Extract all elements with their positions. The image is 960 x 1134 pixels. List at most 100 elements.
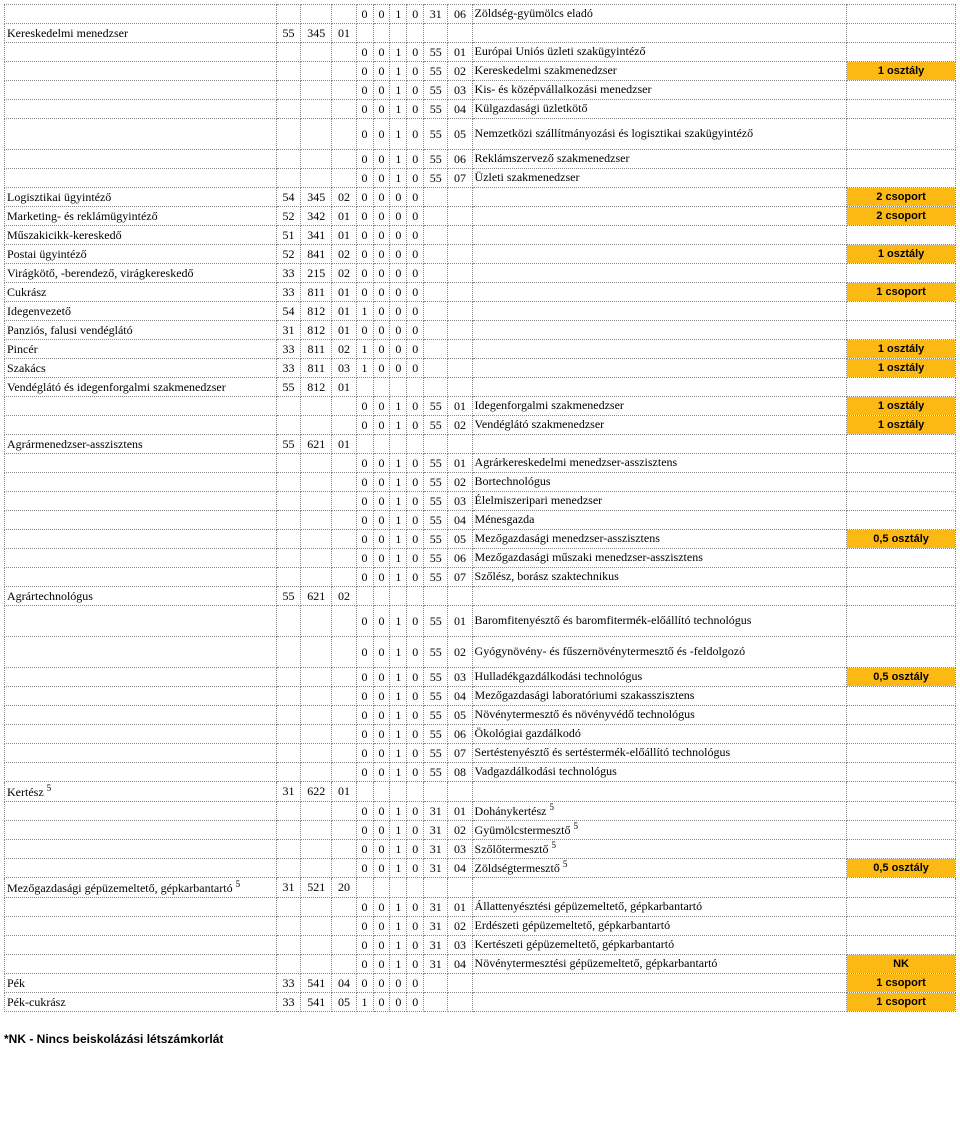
table-row: Cukrász338110100001 csoport <box>5 283 956 302</box>
code-cell: 0 <box>407 492 424 511</box>
row-description: Dohánykertész 5 <box>472 802 847 821</box>
code-cell: 0 <box>356 264 373 283</box>
row-name <box>5 936 277 955</box>
code-cell: 812 <box>301 378 332 397</box>
code-cell <box>373 878 390 898</box>
table-row: 00105505Növénytermesztő és növényvédő te… <box>5 706 956 725</box>
code-cell: 0 <box>407 549 424 568</box>
code-cell <box>276 821 300 840</box>
code-cell <box>301 150 332 169</box>
row-description: Ökológiai gazdálkodó <box>472 725 847 744</box>
code-cell: 0 <box>356 955 373 974</box>
code-cell: 0 <box>373 397 390 416</box>
code-cell <box>407 587 424 606</box>
code-cell <box>301 955 332 974</box>
code-cell: 31 <box>276 878 300 898</box>
table-row: 00105508Vadgazdálkodási technológus <box>5 763 956 782</box>
row-description: Agrárkereskedelmi menedzser-asszisztens <box>472 454 847 473</box>
code-cell: 05 <box>448 119 472 150</box>
row-status: 1 csoport <box>847 974 956 993</box>
code-cell: 1 <box>390 840 407 859</box>
code-cell: 55 <box>276 378 300 397</box>
code-cell: 0 <box>356 859 373 878</box>
code-cell <box>424 226 448 245</box>
table-row: 00103101Állattenyésztési gépüzemeltető, … <box>5 898 956 917</box>
table-row: Kereskedelmi menedzser5534501 <box>5 24 956 43</box>
row-description: Reklámszervező szakmenedzser <box>472 150 847 169</box>
table-row: 00105501Agrárkereskedelmi menedzser-assz… <box>5 454 956 473</box>
code-cell: 0 <box>407 955 424 974</box>
code-cell <box>276 898 300 917</box>
code-cell <box>276 5 300 24</box>
code-cell <box>373 587 390 606</box>
code-cell: 01 <box>332 207 356 226</box>
table-row: 00105506Mezőgazdasági műszaki menedzser-… <box>5 549 956 568</box>
row-name <box>5 955 277 974</box>
code-cell: 0 <box>373 150 390 169</box>
code-cell: 0 <box>373 119 390 150</box>
code-cell: 0 <box>407 637 424 668</box>
code-cell <box>276 744 300 763</box>
row-status: 1 osztály <box>847 245 956 264</box>
code-cell <box>332 725 356 744</box>
code-cell <box>301 706 332 725</box>
code-cell: 811 <box>301 359 332 378</box>
code-cell <box>276 492 300 511</box>
code-cell <box>301 606 332 637</box>
row-status <box>847 43 956 62</box>
code-cell <box>276 606 300 637</box>
row-status: 2 csoport <box>847 207 956 226</box>
row-status: 1 csoport <box>847 283 956 302</box>
row-name <box>5 492 277 511</box>
row-description <box>472 782 847 802</box>
code-cell <box>276 687 300 706</box>
code-cell: 0 <box>407 302 424 321</box>
code-cell: 841 <box>301 245 332 264</box>
code-cell <box>276 568 300 587</box>
code-cell: 33 <box>276 974 300 993</box>
code-cell: 31 <box>276 321 300 340</box>
code-cell <box>448 340 472 359</box>
code-cell: 1 <box>356 340 373 359</box>
table-row: 00105505Nemzetközi szállítmányozási és l… <box>5 119 956 150</box>
code-cell: 0 <box>356 5 373 24</box>
code-cell <box>424 974 448 993</box>
code-cell: 0 <box>356 62 373 81</box>
code-cell <box>332 549 356 568</box>
row-status <box>847 898 956 917</box>
code-cell: 03 <box>448 492 472 511</box>
code-cell: 0 <box>356 454 373 473</box>
code-cell: 0 <box>373 302 390 321</box>
code-cell: 0 <box>356 530 373 549</box>
code-cell <box>332 568 356 587</box>
code-cell <box>276 763 300 782</box>
code-cell: 0 <box>390 264 407 283</box>
code-cell <box>332 119 356 150</box>
code-cell: 0 <box>373 81 390 100</box>
code-cell: 0 <box>390 188 407 207</box>
code-cell <box>424 378 448 397</box>
table-row: Marketing- és reklámügyintéző52342010000… <box>5 207 956 226</box>
row-description: Kis- és középvállalkozási menedzser <box>472 81 847 100</box>
code-cell: 0 <box>356 169 373 188</box>
row-description: Európai Uniós üzleti szakügyintéző <box>472 43 847 62</box>
code-cell <box>276 169 300 188</box>
code-cell: 0 <box>407 993 424 1012</box>
code-cell: 0 <box>356 188 373 207</box>
code-cell: 20 <box>332 878 356 898</box>
code-cell: 05 <box>332 993 356 1012</box>
code-cell: 55 <box>424 568 448 587</box>
code-cell: 0 <box>407 62 424 81</box>
row-name: Postai ügyintéző <box>5 245 277 264</box>
code-cell: 31 <box>424 821 448 840</box>
code-cell: 0 <box>356 840 373 859</box>
code-cell: 0 <box>373 530 390 549</box>
code-cell: 1 <box>390 668 407 687</box>
code-cell: 0 <box>373 802 390 821</box>
table-row: 00103103Kertészeti gépüzemeltető, gépkar… <box>5 936 956 955</box>
code-cell <box>448 188 472 207</box>
row-name <box>5 668 277 687</box>
code-cell <box>448 359 472 378</box>
code-cell <box>276 43 300 62</box>
code-cell: 0 <box>356 606 373 637</box>
